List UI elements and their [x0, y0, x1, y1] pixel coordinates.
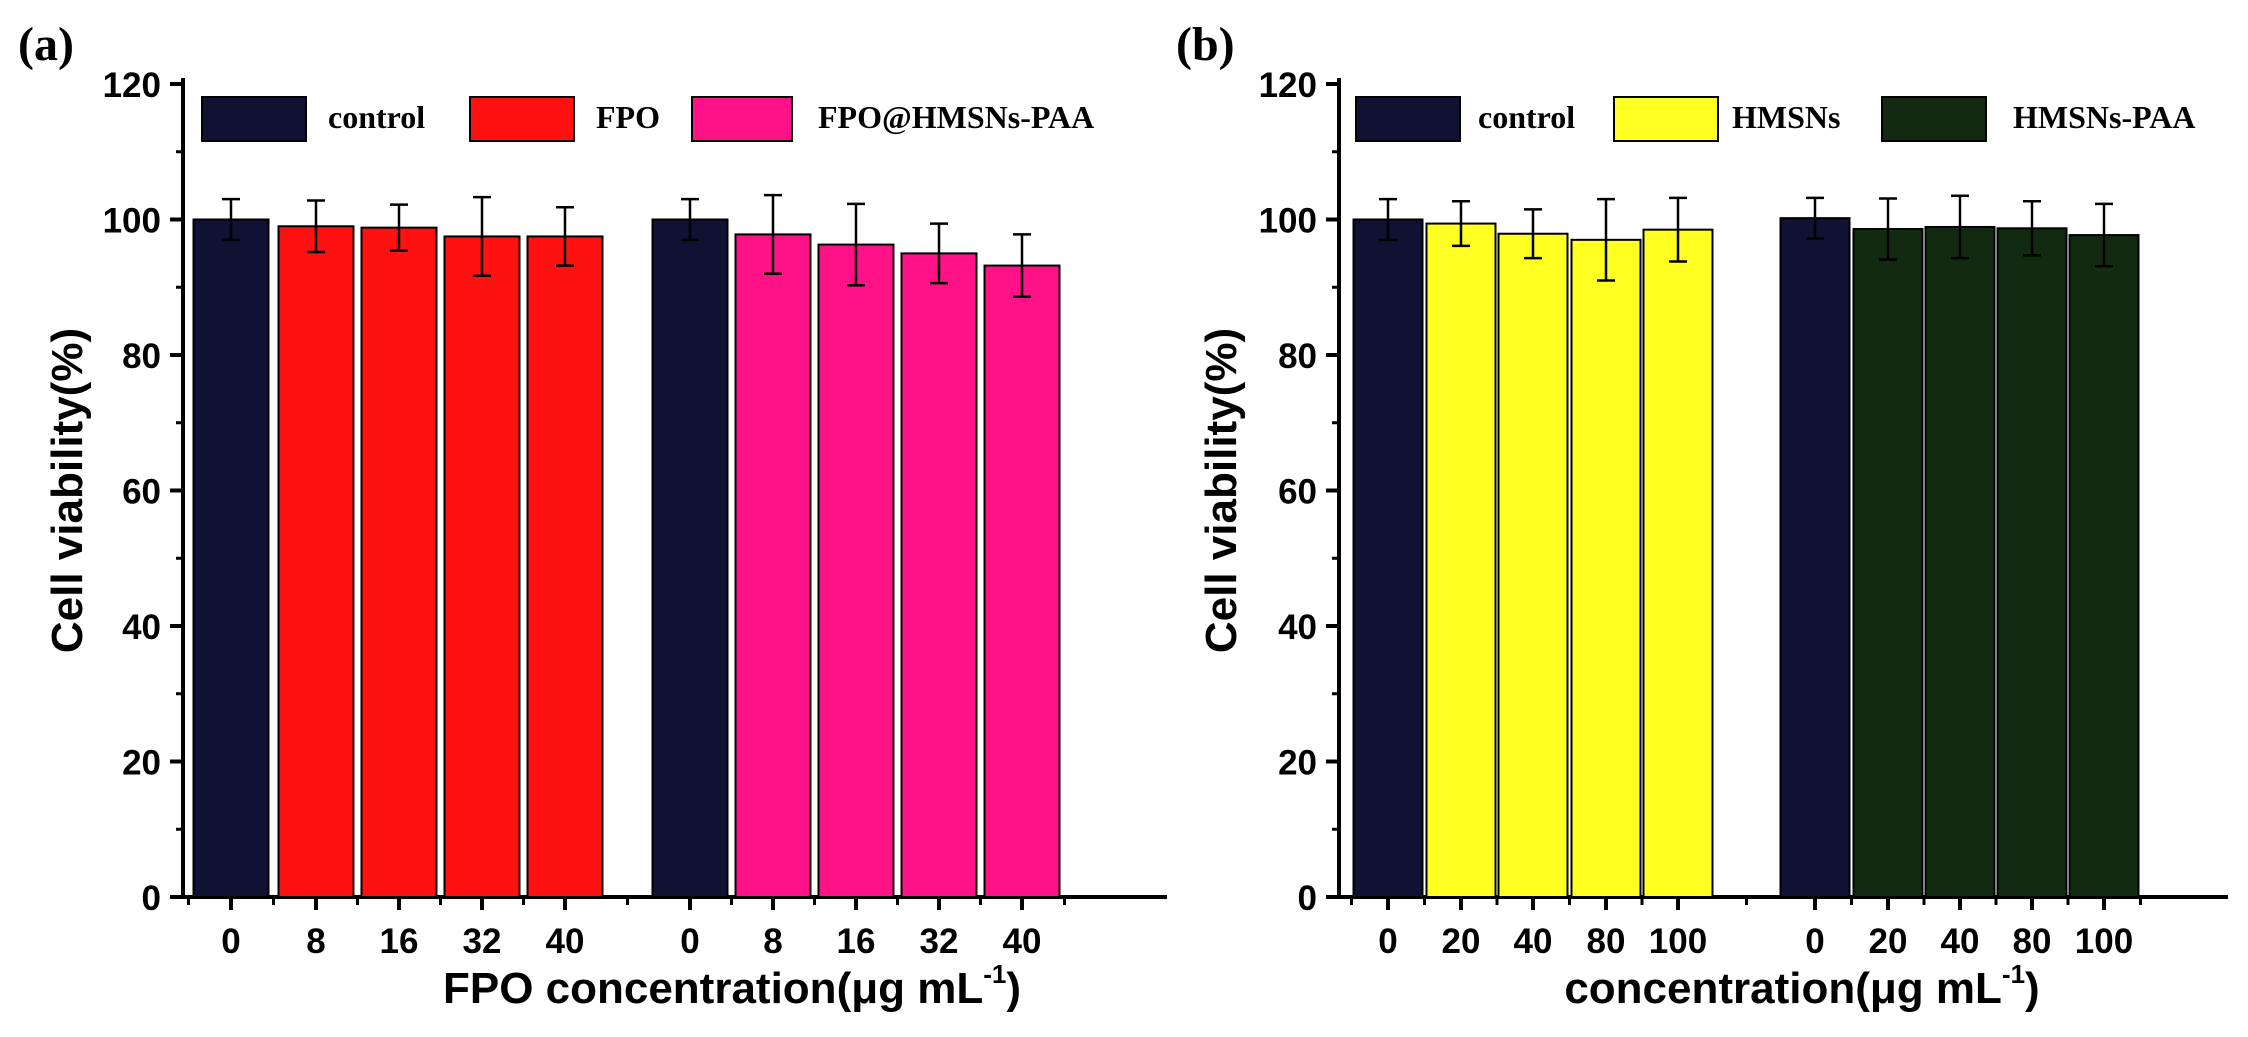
bar [192, 218, 270, 898]
legend-swatch [469, 96, 575, 142]
legend-label: HMSNs-PAA [2013, 99, 2196, 135]
legend-swatch [1881, 96, 1987, 142]
bar [443, 235, 521, 898]
legend: control FPO FPO@HMSNs-PAA [201, 96, 1094, 142]
y-axis-title: Cell viability(%) [43, 328, 92, 653]
x-tick-label: 32 [920, 922, 959, 961]
bar [1852, 227, 1924, 899]
x-tick-label: 40 [1941, 922, 1980, 961]
x-axis-title-sup: -1 [2002, 959, 2025, 989]
x-tick-label: 20 [1869, 922, 1908, 961]
x-tick-label: 40 [1514, 922, 1553, 961]
x-tick-label: 0 [680, 922, 699, 961]
bar [900, 252, 978, 898]
bar [1779, 217, 1851, 898]
x-tick-label: 16 [837, 922, 876, 961]
y-tick-label: 120 [1259, 66, 1317, 105]
legend: control HMSNs HMSNs-PAA [1355, 96, 2196, 142]
panel-label: (a) [18, 18, 74, 71]
x-tick-label: 0 [1805, 922, 1824, 961]
x-axis-title: FPO concentration(μg mL-1) [443, 959, 1021, 1013]
x-tick-label: 8 [763, 922, 782, 961]
y-axis-title: Cell viability(%) [1197, 328, 1246, 653]
legend-swatch [1355, 96, 1461, 142]
x-axis-title-main: concentration(μg mL [1564, 964, 2002, 1013]
y-tick-label: 80 [122, 337, 161, 376]
bar [2068, 234, 2140, 898]
bar [1497, 232, 1569, 899]
bar [1996, 227, 2068, 898]
y-tick-label: 20 [122, 744, 161, 783]
y-tick-label: 40 [122, 608, 161, 647]
x-tick-label: 0 [1378, 922, 1397, 961]
x-tick-label: 80 [1587, 922, 1626, 961]
bar [526, 235, 604, 898]
bar [1570, 238, 1642, 898]
y-tick-label: 100 [1259, 202, 1317, 241]
x-axis-title-main: FPO concentration(μg mL [443, 964, 983, 1013]
y-tick-label: 0 [142, 879, 161, 918]
y-tick-label: 40 [1278, 608, 1317, 647]
legend-swatch [201, 96, 307, 142]
y-tick-label: 100 [103, 202, 161, 241]
bar [360, 226, 438, 898]
legend-label: control [1478, 99, 1575, 135]
y-tick-label: 80 [1278, 337, 1317, 376]
bar [1924, 225, 1996, 898]
x-tick-label: 40 [1003, 922, 1042, 961]
y-tick-label: 120 [103, 66, 161, 105]
bar [1642, 228, 1714, 899]
bar [1425, 222, 1497, 898]
legend-swatch [691, 96, 793, 142]
y-tick-label: 60 [1278, 473, 1317, 512]
legend-label: FPO [596, 99, 660, 135]
x-tick-label: 0 [221, 922, 240, 961]
legend-swatch [1613, 96, 1719, 142]
x-axis-title-sup: -1 [983, 959, 1006, 989]
x-tick-label: 40 [546, 922, 585, 961]
bar [734, 233, 812, 898]
bar [651, 218, 729, 898]
y-tick-label: 60 [122, 473, 161, 512]
x-tick-label: 100 [2075, 922, 2133, 961]
x-tick-label: 32 [463, 922, 502, 961]
x-tick-label: 16 [380, 922, 419, 961]
x-axis-title-close: ) [2025, 964, 2040, 1013]
x-axis-title-close: ) [1006, 964, 1021, 1013]
legend-label: control [328, 99, 425, 135]
bar [277, 225, 355, 898]
bar [983, 264, 1061, 898]
panel-label: (b) [1176, 18, 1235, 71]
legend-label: HMSNs [1732, 99, 1840, 135]
bar [817, 243, 895, 898]
y-tick-label: 0 [1298, 879, 1317, 918]
x-tick-label: 100 [1649, 922, 1707, 961]
x-tick-label: 20 [1442, 922, 1481, 961]
x-tick-label: 8 [306, 922, 325, 961]
legend-label: FPO@HMSNs-PAA [818, 99, 1094, 135]
y-tick-label: 20 [1278, 744, 1317, 783]
x-tick-label: 80 [2013, 922, 2052, 961]
x-axis-title: concentration(μg mL-1) [1564, 959, 2039, 1013]
bar [1352, 218, 1424, 898]
chart-panel-b: (b) 0 20 40 60 80 100 120 Cell viability(%) 0 20 40… [1176, 18, 2228, 1013]
